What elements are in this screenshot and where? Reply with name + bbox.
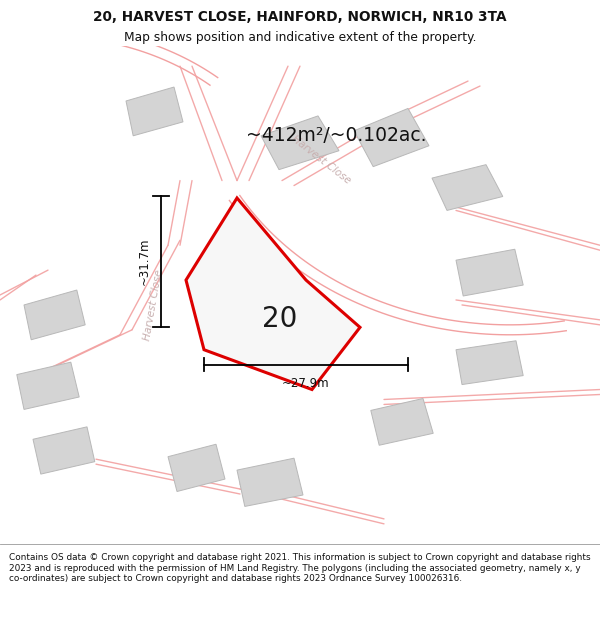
Text: Harvest Close: Harvest Close xyxy=(142,269,164,341)
Text: Map shows position and indicative extent of the property.: Map shows position and indicative extent… xyxy=(124,31,476,44)
Polygon shape xyxy=(354,109,429,167)
Text: ~412m²/~0.102ac.: ~412m²/~0.102ac. xyxy=(246,126,427,145)
Polygon shape xyxy=(33,427,95,474)
Text: ~27.9m: ~27.9m xyxy=(282,377,330,390)
Text: 20, HARVEST CLOSE, HAINFORD, NORWICH, NR10 3TA: 20, HARVEST CLOSE, HAINFORD, NORWICH, NR… xyxy=(93,10,507,24)
Polygon shape xyxy=(456,341,523,384)
Text: ~31.7m: ~31.7m xyxy=(137,238,151,285)
Polygon shape xyxy=(126,87,183,136)
Polygon shape xyxy=(432,164,503,211)
Polygon shape xyxy=(371,399,433,445)
Polygon shape xyxy=(168,444,225,491)
Text: Contains OS data © Crown copyright and database right 2021. This information is : Contains OS data © Crown copyright and d… xyxy=(9,554,590,583)
Text: 20: 20 xyxy=(262,305,297,333)
Polygon shape xyxy=(261,116,339,169)
Polygon shape xyxy=(17,362,79,409)
Polygon shape xyxy=(186,198,360,389)
Text: Harvest Close: Harvest Close xyxy=(290,134,352,186)
Polygon shape xyxy=(237,458,303,506)
Polygon shape xyxy=(456,249,523,296)
Polygon shape xyxy=(24,290,85,340)
